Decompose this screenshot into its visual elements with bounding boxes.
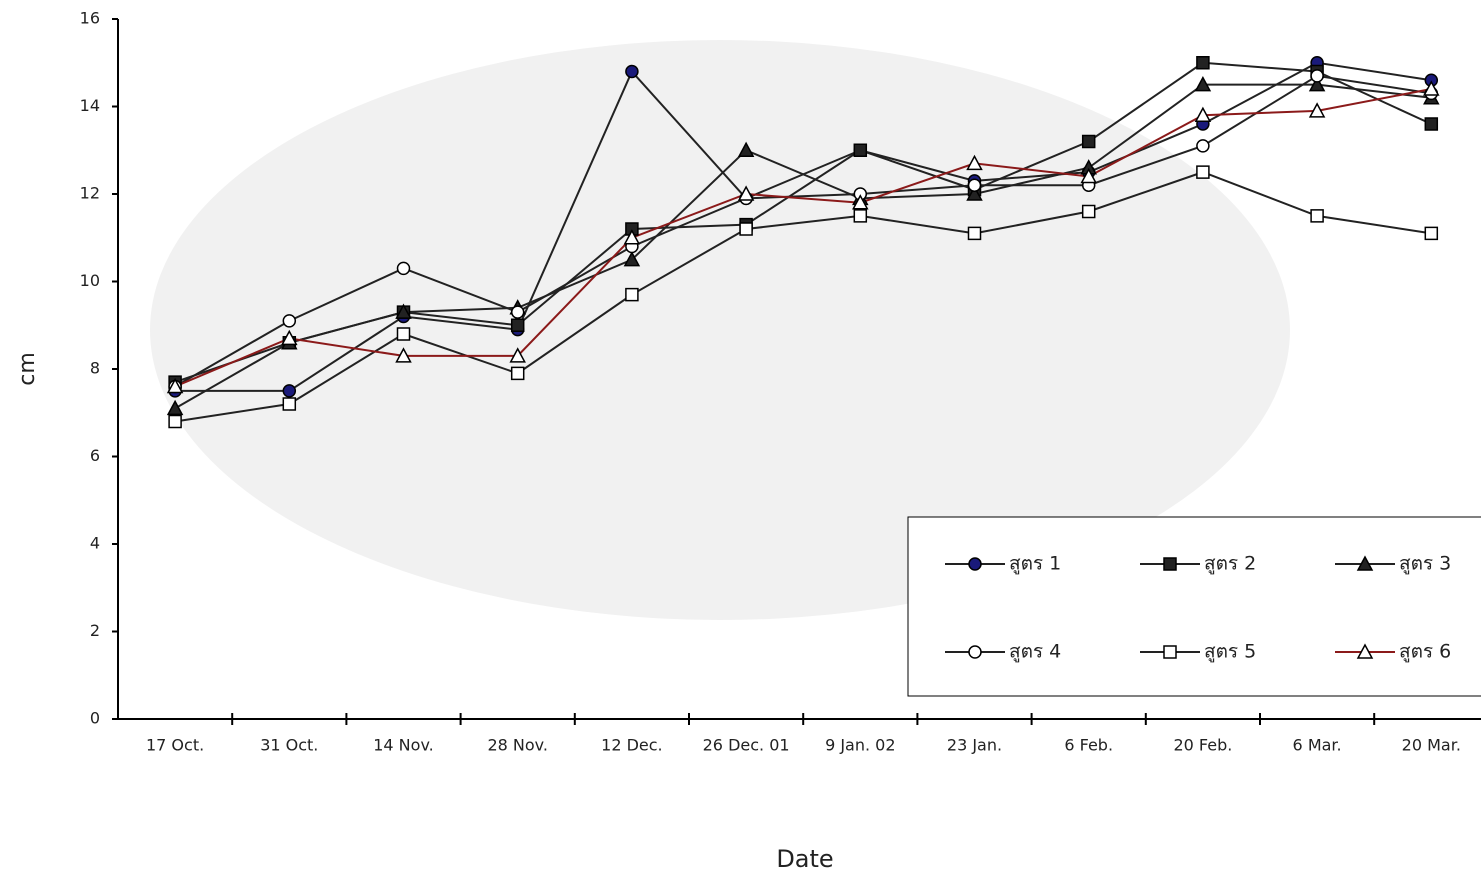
legend-label: สูตร 6 xyxy=(1399,641,1451,663)
legend-label: สูตร 4 xyxy=(1009,641,1061,663)
marker xyxy=(1311,210,1323,222)
marker xyxy=(854,210,866,222)
x-axis-label: Date xyxy=(776,845,833,873)
x-tick-label: 28 Nov. xyxy=(487,736,548,755)
marker xyxy=(1197,57,1209,69)
marker xyxy=(1311,70,1323,82)
x-tick-label: 20 Mar. xyxy=(1402,736,1461,755)
marker xyxy=(283,315,295,327)
x-tick-label: 14 Nov. xyxy=(373,736,434,755)
legend-label: สูตร 1 xyxy=(1009,553,1061,575)
y-tick-label: 4 xyxy=(90,534,100,553)
y-tick-label: 10 xyxy=(80,271,100,290)
legend-label: สูตร 5 xyxy=(1204,641,1256,663)
marker xyxy=(1164,558,1176,570)
marker xyxy=(969,179,981,191)
y-tick-label: 16 xyxy=(80,9,100,28)
x-tick-label: 12 Dec. xyxy=(601,736,663,755)
marker xyxy=(854,144,866,156)
y-axis-label: cm xyxy=(15,352,40,386)
marker xyxy=(283,398,295,410)
marker xyxy=(398,328,410,340)
marker xyxy=(1425,118,1437,130)
x-tick-label: 20 Feb. xyxy=(1173,736,1232,755)
x-tick-label: 23 Jan. xyxy=(947,736,1002,755)
marker xyxy=(740,223,752,235)
marker xyxy=(1164,646,1176,658)
x-tick-label: 6 Feb. xyxy=(1064,736,1113,755)
x-tick-label: 17 Oct. xyxy=(146,736,204,755)
y-tick-label: 12 xyxy=(80,184,100,203)
x-tick-label: 6 Mar. xyxy=(1293,736,1342,755)
legend-label: สูตร 2 xyxy=(1204,553,1256,575)
marker xyxy=(969,646,981,658)
legend-box xyxy=(908,517,1481,696)
marker xyxy=(969,558,981,570)
marker xyxy=(1197,140,1209,152)
marker xyxy=(169,416,181,428)
marker xyxy=(1425,227,1437,239)
marker xyxy=(626,66,638,78)
y-tick-label: 6 xyxy=(90,446,100,465)
y-tick-label: 14 xyxy=(80,96,100,115)
marker xyxy=(1197,166,1209,178)
marker xyxy=(512,319,524,331)
x-tick-label: 9 Jan. 02 xyxy=(825,736,895,755)
x-tick-label: 26 Dec. 01 xyxy=(703,736,790,755)
y-tick-label: 2 xyxy=(90,621,100,640)
chart: Date cm 0 2 4 6 8 10 12 14 16 17 Oct. 31 Oct. 14 No… xyxy=(0,0,1481,879)
x-tick-label: 31 Oct. xyxy=(260,736,318,755)
marker xyxy=(1083,136,1095,148)
y-tick-label: 8 xyxy=(90,359,100,378)
marker xyxy=(1083,206,1095,218)
marker xyxy=(512,306,524,318)
marker xyxy=(626,289,638,301)
marker xyxy=(969,227,981,239)
marker xyxy=(283,385,295,397)
marker xyxy=(512,367,524,379)
y-tick-label: 0 xyxy=(90,709,100,728)
marker xyxy=(398,262,410,274)
legend-label: สูตร 3 xyxy=(1399,553,1451,575)
